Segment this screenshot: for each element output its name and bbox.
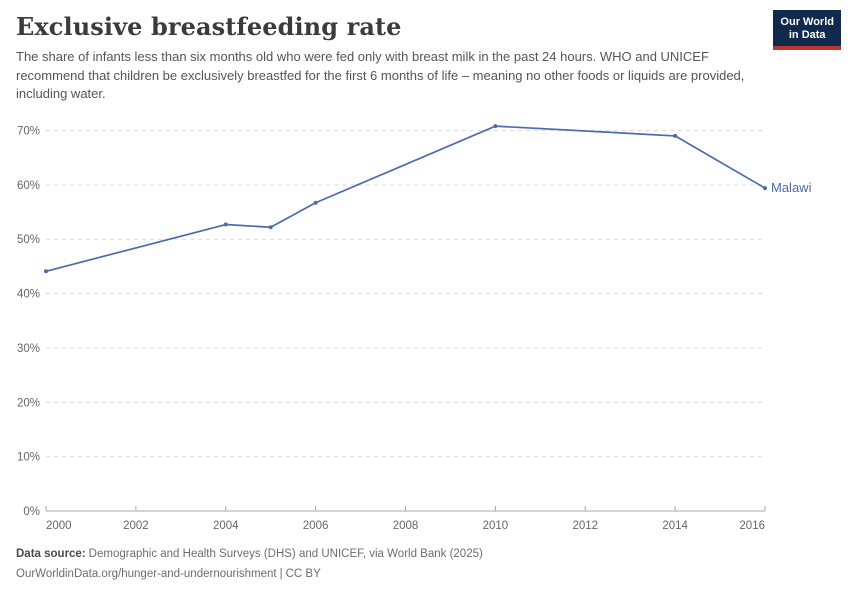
y-axis-tick-label: 20% — [17, 397, 40, 409]
x-axis-tick-label: 2014 — [662, 520, 688, 532]
x-axis-tick-label: 2016 — [739, 520, 765, 532]
data-point[interactable] — [493, 124, 498, 129]
x-axis-tick-label: 2002 — [123, 520, 149, 532]
owid-logo-line1: Our World — [780, 16, 834, 28]
data-point[interactable] — [763, 186, 767, 191]
data-point[interactable] — [313, 200, 318, 205]
y-axis-tick-label: 40% — [17, 289, 40, 301]
x-axis-tick-label: 2006 — [303, 520, 329, 532]
x-axis-tick-label: 2012 — [572, 520, 598, 532]
y-axis-tick-label: 70% — [17, 125, 40, 137]
owid-url-link[interactable]: OurWorldinData.org/hunger-and-undernouri… — [16, 568, 277, 580]
x-axis-tick-label: 2008 — [393, 520, 419, 532]
series-label-malawi[interactable]: Malawi — [771, 180, 812, 195]
x-axis-tick-label: 2000 — [46, 520, 72, 532]
license-line: OurWorldinData.org/hunger-and-undernouri… — [16, 564, 483, 584]
y-axis-tick-label: 10% — [17, 452, 40, 464]
data-source-label: Data source: — [16, 548, 86, 560]
chart-title: Exclusive breastfeeding rate — [16, 12, 402, 41]
x-axis-tick-label: 2010 — [483, 520, 509, 532]
x-axis-tick-label: 2004 — [213, 520, 239, 532]
license-separator: | — [279, 568, 283, 580]
y-axis-tick-label: 50% — [17, 234, 40, 246]
owid-logo-line2: in Data — [788, 29, 826, 41]
data-point[interactable] — [673, 133, 678, 138]
data-source-line: Data source: Demographic and Health Surve… — [16, 544, 483, 564]
y-axis-tick-label: 30% — [17, 343, 40, 355]
data-line-malawi[interactable] — [45, 125, 766, 273]
chart-footer: Data source: Demographic and Health Surve… — [16, 544, 483, 584]
data-point[interactable] — [44, 269, 48, 274]
y-axis-tick-label: 60% — [17, 180, 40, 192]
line-chart-canvas[interactable]: 0% 10% 20% 30% 40% 50% 60% 70% 2000 2002 2004 2006 2… — [0, 115, 850, 540]
license-text[interactable]: CC BY — [285, 568, 321, 580]
data-point[interactable] — [268, 225, 273, 230]
owid-logo[interactable]: Our World in Data — [773, 10, 841, 50]
data-source-text: Demographic and Health Surveys (DHS) and… — [88, 548, 483, 560]
chart-subtitle: The share of infants less than six month… — [16, 49, 745, 101]
data-point[interactable] — [223, 222, 228, 227]
y-axis-tick-label: 0% — [23, 506, 40, 518]
